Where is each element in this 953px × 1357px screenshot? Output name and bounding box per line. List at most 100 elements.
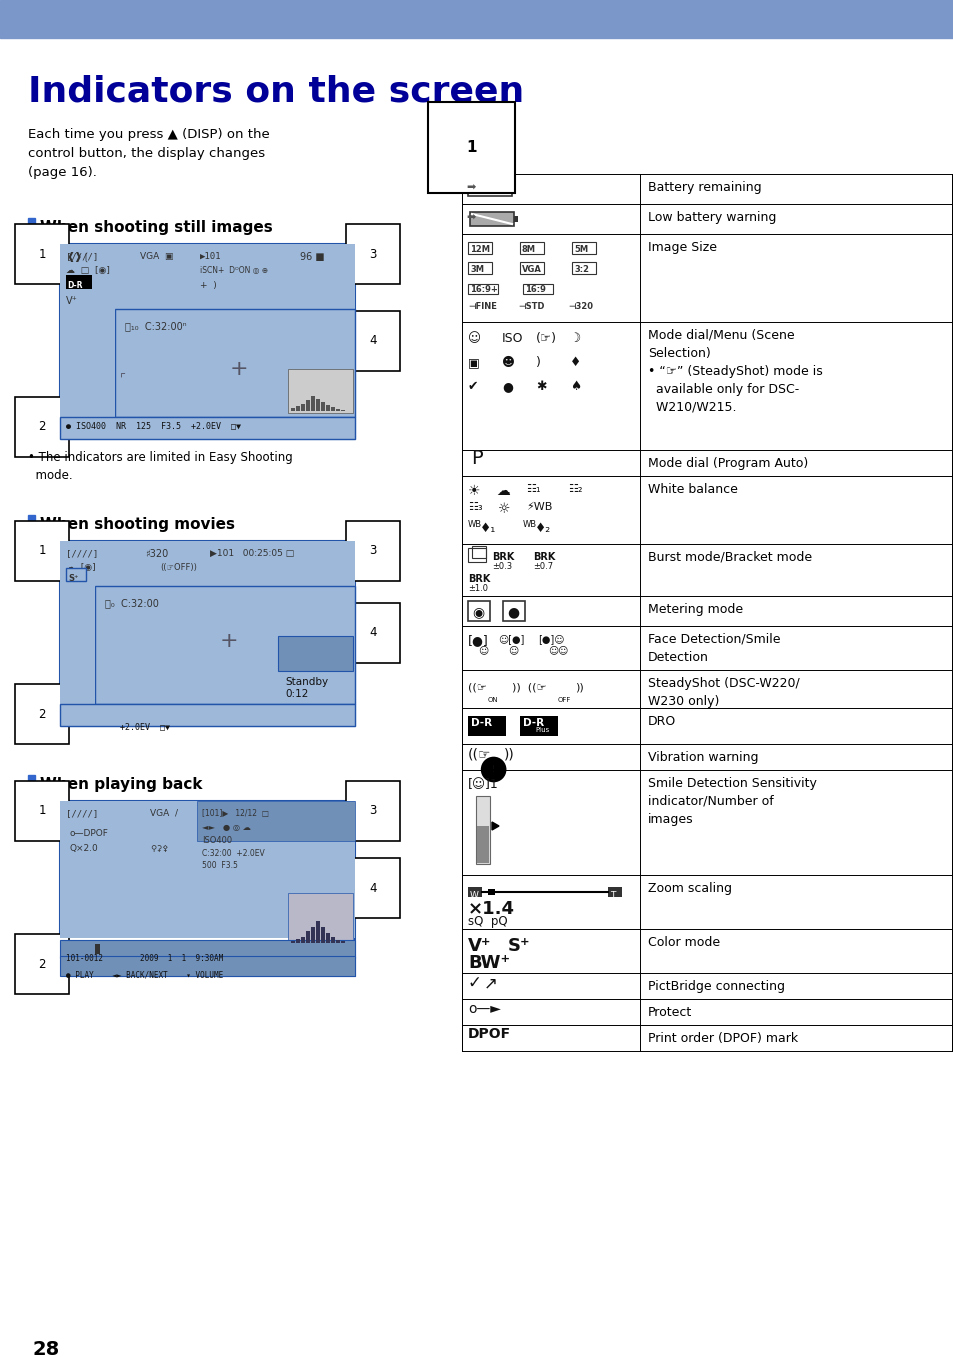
Text: ☷₂: ☷₂ (567, 484, 582, 494)
Bar (60, 541, 355, 726)
Text: 1: 1 (38, 805, 46, 817)
Text: 1: 1 (38, 544, 46, 558)
Bar (277, 636, 353, 670)
Text: ⌟: ⌟ (325, 394, 331, 407)
Text: ☷₁: ☷₁ (525, 484, 540, 494)
Bar (519, 242, 543, 254)
Text: 16:9+: 16:9+ (470, 285, 497, 294)
Text: 16:9: 16:9 (524, 285, 545, 294)
Text: ◉: ◉ (472, 605, 483, 619)
Bar (468, 716, 505, 735)
Text: ✱: ✱ (536, 380, 546, 394)
Bar (306, 400, 310, 411)
Bar (468, 284, 497, 294)
Bar (488, 889, 495, 896)
Text: ♦: ♦ (569, 356, 580, 369)
Text: ☺[●]: ☺[●] (497, 634, 524, 645)
Bar (95, 586, 355, 704)
Text: ☺: ☺ (477, 645, 488, 655)
Text: Battery remaining: Battery remaining (647, 180, 760, 194)
Bar (60, 801, 355, 892)
Text: ISO400: ISO400 (202, 836, 232, 845)
Bar (335, 410, 339, 411)
Bar (315, 399, 319, 411)
Text: 4: 4 (369, 334, 376, 347)
Text: Mode dial (Program Auto): Mode dial (Program Auto) (647, 457, 807, 470)
Bar (502, 601, 524, 622)
Text: Mode dial/Menu (Scene
Selection)
• “☞” (SteadyShot) mode is
  available only for: Mode dial/Menu (Scene Selection) • “☞” (… (647, 328, 821, 414)
Text: 2: 2 (38, 958, 46, 970)
Bar (295, 939, 299, 943)
Text: ⊣320: ⊣320 (567, 303, 593, 311)
Bar (60, 940, 355, 958)
Text: ➡: ➡ (465, 213, 475, 223)
Bar (306, 931, 310, 943)
Text: Face Detection/Smile
Detection: Face Detection/Smile Detection (647, 632, 780, 664)
Bar (331, 407, 335, 411)
Text: Metering mode: Metering mode (647, 603, 742, 616)
Text: (☞): (☞) (536, 332, 557, 345)
Bar (60, 244, 355, 309)
Text: ❰❱❲: ❰❱❲ (66, 252, 91, 262)
Text: ISO: ISO (501, 332, 523, 345)
Bar (607, 887, 621, 897)
Text: WB: WB (522, 520, 537, 529)
Text: ⌛₁₀  C:32:00ⁿ: ⌛₁₀ C:32:00ⁿ (125, 322, 187, 331)
Bar (288, 893, 353, 943)
Text: D-R: D-R (522, 718, 543, 727)
Text: !: ! (492, 765, 495, 773)
Text: ▶: ▶ (68, 950, 76, 959)
Text: T: T (609, 892, 615, 900)
Text: o—DPOF: o—DPOF (70, 829, 109, 839)
Text: ♦₁: ♦₁ (479, 522, 496, 535)
Text: Plus: Plus (535, 727, 549, 733)
Text: ((☞: ((☞ (468, 683, 486, 692)
Bar (90, 950, 282, 955)
Bar (340, 942, 345, 943)
Bar (320, 402, 325, 411)
Bar (60, 244, 355, 440)
Text: [●]☺: [●]☺ (537, 634, 564, 645)
Bar (295, 406, 299, 411)
Text: 3: 3 (369, 805, 376, 817)
Text: iSCN+  DᴼON ◎ ⊕: iSCN+ DᴼON ◎ ⊕ (200, 266, 268, 275)
Text: 4: 4 (369, 627, 376, 639)
Text: )): )) (575, 683, 583, 692)
Text: V⁺: V⁺ (66, 296, 78, 305)
Bar (196, 801, 355, 841)
Text: ON: ON (488, 697, 498, 703)
Text: Standby
0:12: Standby 0:12 (285, 677, 328, 699)
Text: VGA  /: VGA / (150, 809, 178, 818)
Text: VGA  ▣: VGA ▣ (140, 252, 173, 261)
Text: [●]: [●] (468, 634, 488, 647)
Bar (512, 186, 516, 191)
Text: • The indicators are limited in Easy Shooting
  mode.: • The indicators are limited in Easy Sho… (28, 451, 293, 482)
Text: 28: 28 (32, 1339, 59, 1357)
Text: Zoom scaling: Zoom scaling (647, 882, 731, 896)
Text: [////]: [////] (66, 550, 98, 558)
Text: ● PLAY    ◄► BACK/NEXT    ▾ VOLUME: ● PLAY ◄► BACK/NEXT ▾ VOLUME (66, 970, 223, 978)
Bar (572, 262, 596, 274)
Text: +2.0EV  □▼: +2.0EV □▼ (120, 722, 170, 731)
Bar (60, 417, 355, 440)
Text: Low battery warning: Low battery warning (647, 210, 776, 224)
Bar (66, 275, 91, 289)
Text: ⌜: ⌜ (120, 375, 126, 387)
Text: Indicators on the screen: Indicators on the screen (28, 75, 524, 109)
Text: ☁  [◉]: ☁ [◉] (66, 563, 95, 573)
Bar (326, 934, 330, 943)
Bar (572, 242, 596, 254)
Bar (468, 887, 481, 897)
Text: ◄►   ● ◎ ☁: ◄► ● ◎ ☁ (202, 822, 251, 832)
Text: ▶101   00:25:05 □: ▶101 00:25:05 □ (210, 550, 294, 558)
Text: ✔: ✔ (468, 380, 478, 394)
Bar (472, 546, 485, 558)
Bar (335, 940, 339, 943)
Bar (66, 569, 86, 581)
Text: When shooting movies: When shooting movies (40, 517, 234, 532)
Text: 500  F3.5: 500 F3.5 (202, 860, 237, 870)
Text: ⊣FINE: ⊣FINE (468, 303, 497, 311)
Text: ((☞: ((☞ (468, 746, 491, 761)
Text: ● ISO400  NR  125  F3.5  +2.0EV  □▼: ● ISO400 NR 125 F3.5 +2.0EV □▼ (66, 421, 241, 430)
Text: DPOF: DPOF (468, 1027, 511, 1041)
